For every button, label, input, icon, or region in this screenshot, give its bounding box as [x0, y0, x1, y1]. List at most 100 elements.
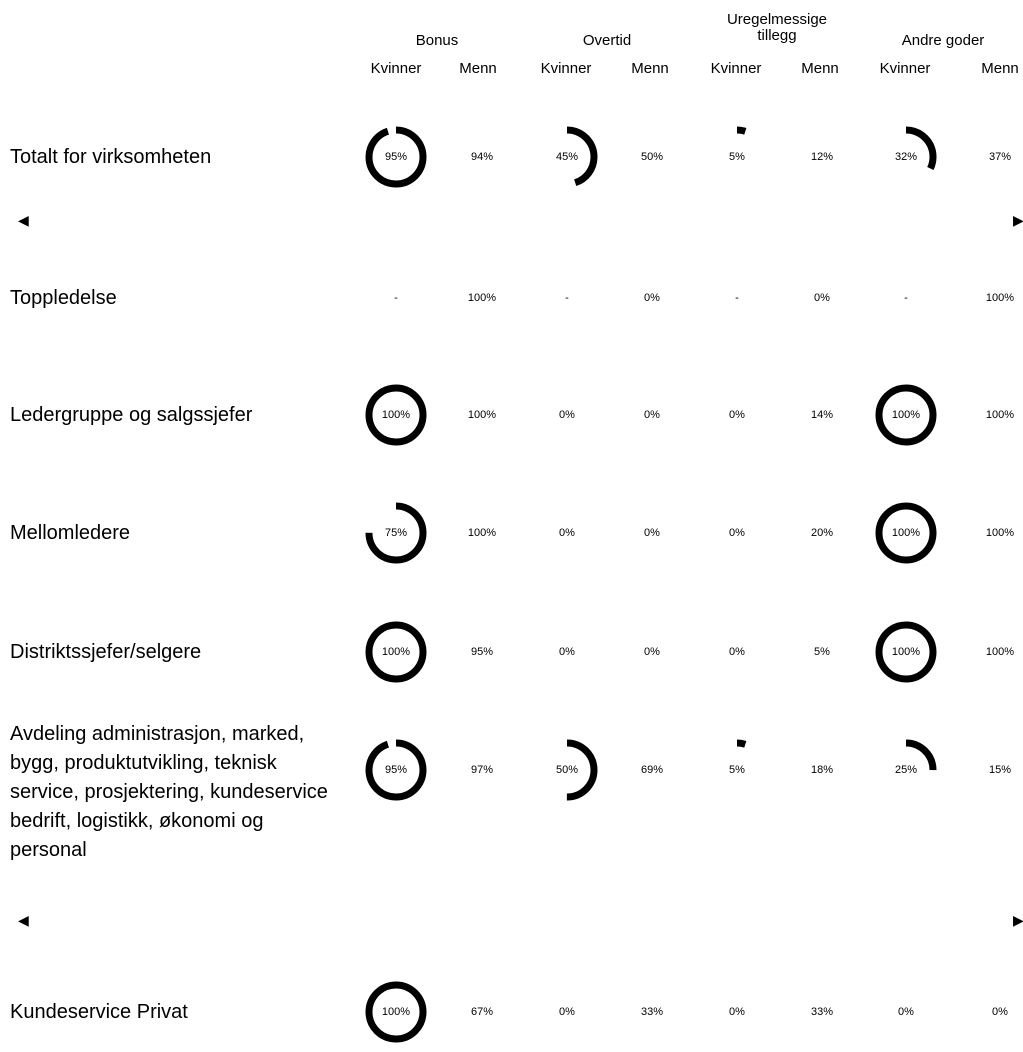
table-cell: 0% — [559, 646, 575, 658]
row-label: Mellomledere — [10, 522, 131, 544]
progress-ring: 95% — [364, 738, 428, 802]
subheader-uregelmessige-men: Menn — [801, 60, 839, 77]
cell-value: 0% — [644, 527, 660, 539]
progress-ring-arc — [365, 126, 427, 188]
progress-ring-arc — [875, 739, 937, 801]
cell-value: 100% — [381, 409, 411, 421]
table-cell: 100% — [986, 409, 1014, 421]
progress-arc — [875, 384, 937, 446]
table-cell: 50% — [535, 738, 599, 802]
table-cell: 95% — [364, 125, 428, 189]
progress-arc — [365, 502, 427, 564]
table-cell: 0% — [729, 1006, 745, 1018]
subheader-bonus-women: Kvinner — [370, 60, 422, 77]
cell-value: 0% — [559, 646, 575, 658]
cell-value: 0% — [559, 1006, 575, 1018]
row-label: Distriktssjefer/selgere — [10, 641, 202, 663]
table-cell: 100% — [986, 292, 1014, 304]
cell-value: 0% — [644, 409, 660, 421]
progress-ring: 45% — [535, 125, 599, 189]
progress-arc — [365, 126, 427, 188]
progress-arc — [536, 126, 598, 188]
cell-value: 32% — [894, 151, 918, 163]
cell-value: 69% — [640, 764, 664, 776]
table-cell: 0% — [729, 646, 745, 658]
table-cell: 0% — [559, 527, 575, 539]
row-label: Avdeling administrasjon, marked, bygg, p… — [10, 723, 328, 861]
progress-arc — [875, 739, 937, 801]
cell-value: 0% — [644, 646, 660, 658]
scroll-right-arrow-icon[interactable]: ▶ — [1013, 212, 1023, 228]
cell-value: - — [565, 292, 569, 304]
progress-ring-arc — [706, 739, 768, 801]
subheader-overtid-men: Menn — [631, 60, 669, 77]
cell-value: 14% — [810, 409, 834, 421]
cell-value: 75% — [384, 527, 408, 539]
table-cell: 100% — [364, 980, 428, 1044]
table-cell: 0% — [992, 1006, 1008, 1018]
table-cell: 0% — [644, 292, 660, 304]
progress-ring-arc — [365, 502, 427, 564]
progress-ring: 100% — [874, 620, 938, 684]
table-cell: 0% — [644, 646, 660, 658]
group-header-overtid: Overtid — [582, 32, 632, 49]
row-label: Toppledelse — [10, 287, 117, 309]
progress-ring: 100% — [364, 383, 428, 447]
cell-value: 100% — [985, 646, 1015, 658]
row-label: Ledergruppe og salgssjefer — [10, 404, 253, 426]
cell-value: 20% — [810, 527, 834, 539]
cell-value: 97% — [470, 764, 494, 776]
cell-value: 100% — [381, 1006, 411, 1018]
table-cell: 95% — [364, 738, 428, 802]
table-cell: 33% — [641, 1006, 663, 1018]
group-header-andre-goder: Andre goder — [901, 32, 985, 49]
scroll-right-arrow-icon[interactable]: ▶ — [1013, 912, 1023, 928]
progress-ring-arc — [875, 126, 937, 188]
table-cell: - — [735, 292, 739, 304]
cell-value: - — [735, 292, 739, 304]
progress-ring-arc — [875, 621, 937, 683]
progress-arc — [365, 384, 427, 446]
scroll-left-arrow-icon[interactable]: ◀ — [18, 212, 29, 228]
table-cell: 37% — [989, 151, 1011, 163]
table-cell: 32% — [874, 125, 938, 189]
progress-ring: 25% — [874, 738, 938, 802]
cell-value: 100% — [381, 646, 411, 658]
cell-value: 0% — [729, 527, 745, 539]
cell-value: 100% — [985, 527, 1015, 539]
table-cell: 0% — [644, 409, 660, 421]
cell-value: 0% — [559, 527, 575, 539]
progress-arc — [875, 621, 937, 683]
table-cell: 100% — [986, 646, 1014, 658]
cell-value: 5% — [814, 646, 830, 658]
cell-value: 100% — [985, 409, 1015, 421]
table-cell: 18% — [811, 764, 833, 776]
table-cell: 0% — [559, 1006, 575, 1018]
cell-value: 95% — [384, 764, 408, 776]
cell-value: - — [394, 292, 398, 304]
cell-value: 0% — [729, 1006, 745, 1018]
cell-value: 0% — [559, 409, 575, 421]
progress-ring-arc — [875, 502, 937, 564]
table-cell: - — [394, 292, 398, 304]
progress-ring: 50% — [535, 738, 599, 802]
table-cell: 100% — [874, 620, 938, 684]
table-cell: 100% — [364, 383, 428, 447]
table-cell: 5% — [705, 738, 769, 802]
table-cell: 5% — [814, 646, 830, 658]
table-cell: 20% — [811, 527, 833, 539]
cell-value: 5% — [729, 151, 745, 163]
progress-arc — [365, 739, 427, 801]
cell-value: 95% — [470, 646, 494, 658]
table-cell: 75% — [364, 501, 428, 565]
progress-ring-arc — [365, 621, 427, 683]
scroll-left-arrow-icon[interactable]: ◀ — [18, 912, 29, 928]
cell-value: 37% — [988, 151, 1012, 163]
progress-ring-arc — [875, 384, 937, 446]
progress-ring-arc — [536, 126, 598, 188]
cell-value: 12% — [810, 151, 834, 163]
progress-arc — [365, 621, 427, 683]
table-cell: 100% — [468, 409, 496, 421]
progress-ring-arc — [706, 126, 768, 188]
group-header-uregelmessige-tillegg: Uregelmessige tillegg — [726, 11, 828, 44]
